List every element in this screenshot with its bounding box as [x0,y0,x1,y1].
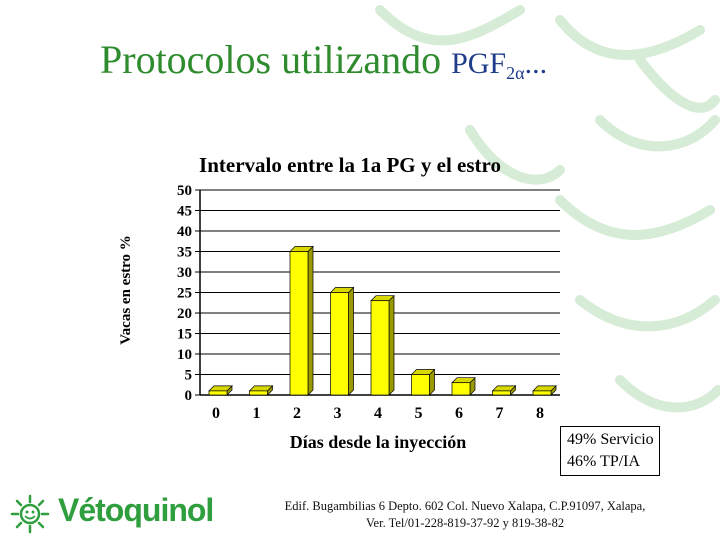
y-tick-label: 30 [177,265,192,281]
y-tick-label: 15 [177,327,192,343]
title-main: Protocolos utilizando [100,37,442,82]
sun-logo-icon [10,494,50,534]
title-pgf: PGF2α... [451,47,548,83]
bar [208,385,233,396]
footer-address: Edif. Bugambilias 6 Depto. 602 Col. Nuev… [250,498,680,532]
bar-front [492,390,511,396]
title-pgf-subscript: 2α [506,63,525,83]
bar [329,286,355,396]
x-tick-label: 4 [374,405,382,422]
y-tick-label: 50 [177,183,192,199]
bar [491,385,517,396]
y-tick-label: 0 [185,388,193,404]
bar [532,385,557,396]
x-tick-label: 0 [212,405,220,422]
footer-line-1: Edif. Bugambilias 6 Depto. 602 Col. Nuev… [284,499,646,513]
summary-box: 49% Servicio 46% TP/IA [560,426,660,476]
chart-title: Intervalo entre la 1a PG y el estro [199,153,501,177]
vetoquinol-logo: Vétoquinol [10,492,214,534]
footer-line-2: Ver. Tel/01-228-819-37-92 y 819-38-82 [365,516,565,530]
title-suffix: ... [524,47,548,80]
bar-front [370,300,390,396]
y-axis-label: Vacas en estro % [118,235,134,345]
y-tick-label: 20 [177,306,192,322]
logo-text: Vétoquinol [58,492,214,528]
bar [451,376,476,396]
x-tick-label: 8 [536,405,544,422]
bar-front [289,251,309,396]
summary-line-tpia: 46% TP/IA [567,453,641,470]
summary-line-service: 49% Servicio [567,431,654,448]
bar [370,294,395,396]
bar-side [348,286,354,396]
y-tick-label: 10 [177,347,192,363]
chart-bars [208,245,557,396]
bar [289,245,314,396]
bar [410,368,436,396]
bar-front [208,390,228,396]
x-axis-label: Días desde la inyección [290,432,467,452]
y-tick-labels: 0 5 10 15 20 25 30 35 40 45 50 [177,183,192,404]
bar-front [411,374,430,396]
slide-title: Protocolos utilizando PGF2α... [100,36,547,84]
bar-front [532,390,552,396]
x-tick-labels: 0 1 2 3 4 5 6 7 8 [212,405,544,422]
bar-side [307,245,314,396]
title-pgf-text: PGF [451,47,507,80]
y-tick-label: 25 [177,286,192,302]
y-tick-label: 35 [177,245,192,261]
x-tick-label: 5 [415,405,423,422]
x-tick-label: 2 [293,405,301,422]
bar [248,385,274,396]
y-tick-label: 5 [185,368,193,384]
bar-side [388,294,395,396]
x-tick-label: 6 [455,405,463,422]
x-tick-label: 3 [334,405,342,422]
bar-front [330,292,349,396]
y-tick-label: 45 [177,204,192,220]
x-tick-label: 7 [496,405,504,422]
bar-front [451,382,471,396]
y-tick-label: 40 [177,224,192,240]
bar-front [249,390,268,396]
x-tick-label: 1 [253,405,261,422]
